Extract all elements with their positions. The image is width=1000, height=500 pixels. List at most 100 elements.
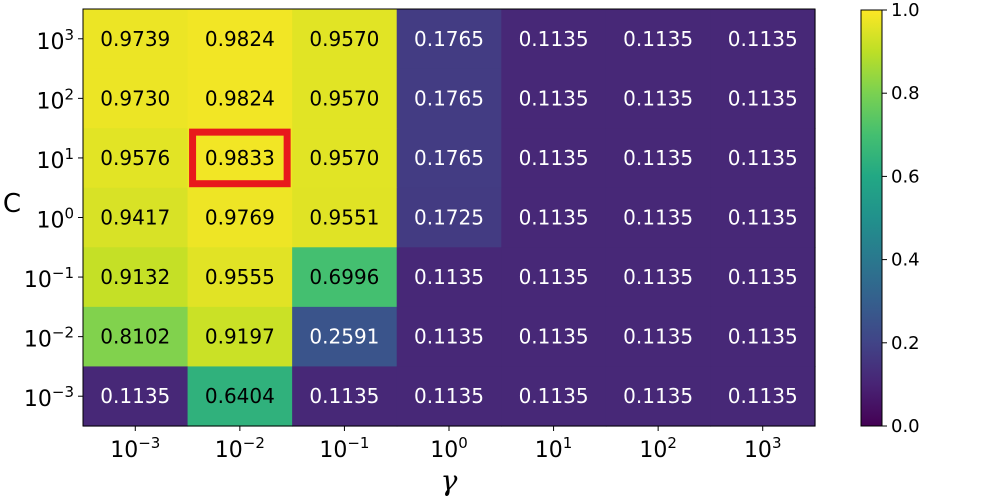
cell-value-label: 0.9570 — [309, 146, 379, 170]
heatmap-cell — [292, 366, 398, 427]
cell-value-label: 0.1135 — [623, 265, 693, 289]
x-tick-label: 10−2 — [215, 434, 265, 463]
cell-value-label: 0.1135 — [414, 265, 484, 289]
cell-value-label: 0.9197 — [205, 325, 275, 349]
cell-value-label: 0.1135 — [623, 86, 693, 110]
heatmap-cell — [292, 128, 398, 189]
heatmap-cell — [501, 247, 607, 308]
x-tick-label: 103 — [744, 434, 782, 463]
colorbar-tick-label: 0.6 — [891, 166, 920, 187]
cell-value-label: 0.1135 — [728, 27, 798, 51]
heatmap-cell — [396, 247, 502, 308]
cell-value-label: 0.1135 — [519, 86, 589, 110]
colorbar-tick-label: 0.4 — [891, 250, 920, 271]
cell-value-label: 0.1135 — [519, 27, 589, 51]
heatmap-cell — [710, 68, 816, 129]
cell-value-label: 0.9739 — [100, 27, 170, 51]
cell-value-label: 0.1135 — [728, 384, 798, 408]
heatmap-cell — [605, 366, 712, 427]
cell-value-label: 0.9551 — [309, 206, 379, 230]
y-tick-label: 101 — [36, 145, 74, 174]
heatmap-cell — [501, 187, 607, 248]
cell-value-label: 0.6404 — [205, 384, 275, 408]
heatmap-cell — [187, 247, 293, 308]
heatmap-cell — [710, 247, 816, 308]
heatmap-cell — [83, 128, 189, 189]
heatmap-cell — [605, 306, 712, 368]
cell-value-label: 0.1135 — [100, 384, 170, 408]
heatmap-cell — [396, 128, 502, 189]
x-tick-label: 10−1 — [319, 434, 369, 463]
colorbar-tick-label: 0.0 — [891, 416, 920, 437]
cell-value-label: 0.1135 — [623, 27, 693, 51]
cell-value-label: 0.1135 — [623, 146, 693, 170]
y-axis-label: C — [3, 189, 21, 219]
x-tick-label: 101 — [535, 434, 573, 463]
y-tick-label: 10−1 — [24, 264, 74, 293]
heatmap-cell — [83, 306, 189, 368]
heatmap-cell — [605, 128, 712, 189]
heatmap-cell — [396, 187, 502, 248]
heatmap-cell — [187, 9, 293, 70]
heatmap-cell — [501, 306, 607, 368]
cell-value-label: 0.9570 — [309, 27, 379, 51]
colorbar-tick-label: 0.8 — [891, 83, 920, 104]
heatmap-cell — [83, 187, 189, 248]
cell-value-label: 0.1135 — [519, 384, 589, 408]
heatmap-cell — [605, 68, 712, 129]
heatmap-cell — [501, 9, 607, 70]
cell-value-label: 0.9833 — [205, 146, 275, 170]
heatmap-cell — [710, 9, 816, 70]
y-tick-label: 10−2 — [24, 324, 74, 353]
colorbar: 0.0 0.2 0.4 0.6 0.8 1.0 — [860, 0, 920, 437]
heatmap-cell — [396, 68, 502, 129]
cell-value-label: 0.1135 — [623, 206, 693, 230]
cell-value-label: 0.1135 — [728, 325, 798, 349]
heatmap-cell — [396, 306, 502, 368]
cell-value-label: 0.1135 — [519, 325, 589, 349]
heatmap-cell — [292, 247, 398, 308]
cell-value-label: 0.9730 — [100, 86, 170, 110]
cell-value-label: 0.1765 — [414, 86, 484, 110]
heatmap-cell — [605, 9, 712, 70]
cell-value-label: 0.9132 — [100, 265, 170, 289]
heatmap-cell — [292, 9, 398, 70]
best-cell-highlight — [189, 128, 291, 188]
heatmap-cell — [83, 247, 189, 308]
cell-value-label: 0.9769 — [205, 206, 275, 230]
heatmap-cell — [501, 128, 607, 189]
cell-value-label: 0.1765 — [414, 146, 484, 170]
heatmap-cell — [292, 68, 398, 129]
cell-value-label: 0.8102 — [100, 325, 170, 349]
heatmap-cell — [83, 9, 189, 70]
cell-value-label: 0.1135 — [519, 265, 589, 289]
cell-value-label: 0.1135 — [309, 384, 379, 408]
heatmap-cell — [292, 306, 398, 368]
heatmap-cell — [501, 366, 607, 427]
heatmap-cell — [710, 128, 816, 189]
colorbar-gradient — [860, 9, 883, 427]
y-tick-label: 100 — [36, 205, 74, 234]
y-tick-label: 103 — [36, 26, 74, 55]
heatmap-cell — [187, 306, 293, 368]
x-tick-label: 100 — [430, 434, 468, 463]
heatmap-cell — [187, 366, 293, 427]
heatmap-cell — [605, 247, 712, 308]
cell-value-label: 0.1135 — [519, 146, 589, 170]
heatmap-cell — [83, 68, 189, 129]
y-tick-label: 10−3 — [24, 383, 74, 412]
heatmap-cell — [501, 68, 607, 129]
heatmap-cell — [187, 187, 293, 248]
heatmap-cell — [605, 187, 712, 248]
heatmap-cell — [292, 187, 398, 248]
cell-value-label: 0.9576 — [100, 146, 170, 170]
y-tick-label: 102 — [36, 85, 74, 114]
heatmap-cells: 0.9739 0.9824 0.9570 0.1765 0.1135 0.1135 0.11… — [82, 8, 816, 427]
heatmap-cell — [83, 366, 189, 427]
cell-value-label: 0.1725 — [414, 206, 484, 230]
x-axis-label: γ — [441, 464, 458, 497]
cell-value-label: 0.1135 — [519, 206, 589, 230]
cell-value-label: 0.9824 — [205, 86, 275, 110]
x-tick-label: 10−3 — [110, 434, 160, 463]
